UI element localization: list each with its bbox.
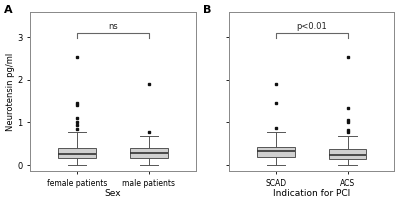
PathPatch shape xyxy=(130,148,168,158)
PathPatch shape xyxy=(329,149,366,159)
Y-axis label: Neurotensin pg/ml: Neurotensin pg/ml xyxy=(6,52,14,131)
X-axis label: Sex: Sex xyxy=(105,190,121,198)
Text: p<0.01: p<0.01 xyxy=(296,22,327,31)
PathPatch shape xyxy=(58,148,96,158)
X-axis label: Indication for PCI: Indication for PCI xyxy=(273,190,350,198)
Text: A: A xyxy=(4,6,12,16)
PathPatch shape xyxy=(257,147,294,156)
Text: B: B xyxy=(203,6,211,16)
Text: ns: ns xyxy=(108,22,118,31)
